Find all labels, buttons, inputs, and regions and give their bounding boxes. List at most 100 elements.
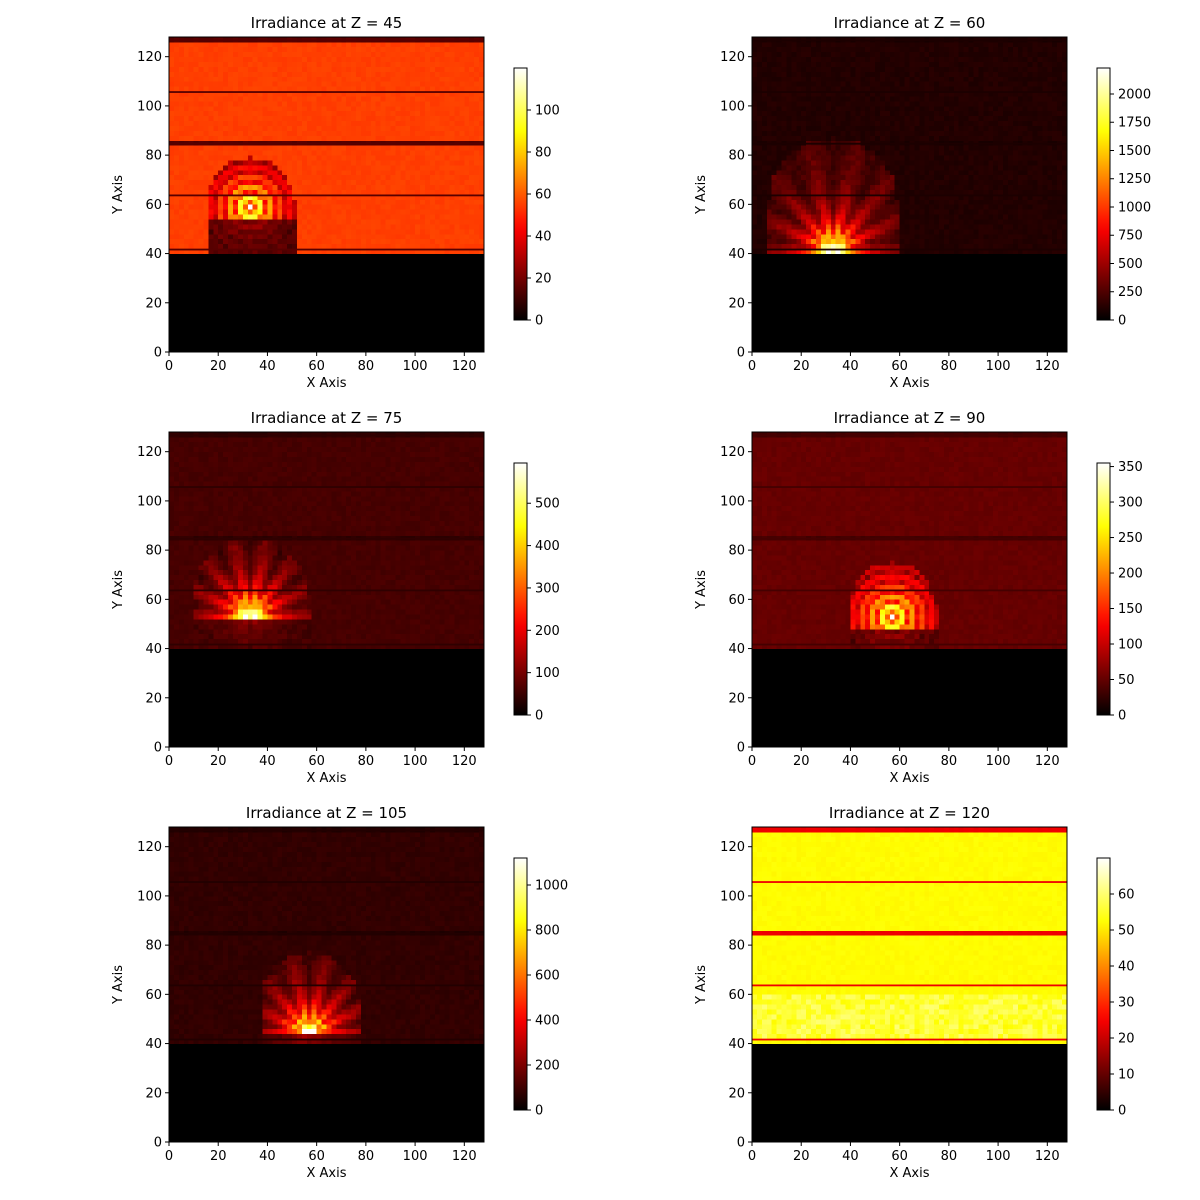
heatmap-cell <box>351 258 356 263</box>
heatmap-cell <box>791 342 796 347</box>
heatmap-cell <box>169 47 174 52</box>
heatmap-cell <box>777 318 782 323</box>
heatmap-cell <box>405 337 410 342</box>
heatmap-cell <box>435 81 440 86</box>
heatmap-cell <box>272 190 277 195</box>
heatmap-cell <box>287 293 292 298</box>
heatmap-cell <box>900 313 905 318</box>
heatmap-cell <box>228 332 233 337</box>
heatmap-cell <box>440 327 445 332</box>
heatmap-cell <box>322 67 327 72</box>
heatmap-cell <box>248 283 253 288</box>
heatmap-cell <box>469 67 474 72</box>
heatmap-cell <box>169 111 174 116</box>
heatmap-cell <box>445 185 450 190</box>
heatmap-cell <box>194 81 199 86</box>
heatmap-cell <box>885 337 890 342</box>
heatmap-cell <box>233 106 238 111</box>
heatmap-cell <box>302 106 307 111</box>
heatmap-cell <box>199 131 204 136</box>
heatmap-cell <box>1003 342 1008 347</box>
heatmap-cell <box>322 116 327 121</box>
heatmap-cell <box>371 239 376 244</box>
heatmap-cell <box>459 116 464 121</box>
heatmap-cell <box>1013 288 1018 293</box>
heatmap-cell <box>440 342 445 347</box>
heatmap-cell <box>228 293 233 298</box>
heatmap-cell <box>371 254 376 259</box>
heatmap-cell <box>1023 342 1028 347</box>
heatmap-cell <box>772 337 777 342</box>
heatmap-cell <box>400 322 405 327</box>
heatmap-cell <box>454 204 459 209</box>
heatmap-cell <box>390 71 395 76</box>
heatmap-cell <box>317 155 322 160</box>
heatmap-cell <box>772 318 777 323</box>
heatmap-cell <box>371 111 376 116</box>
heatmap-cell <box>762 303 767 308</box>
heatmap-cell <box>420 101 425 106</box>
heatmap-cell <box>307 170 312 175</box>
heatmap-cell <box>934 313 939 318</box>
heatmap-cell <box>179 327 184 332</box>
heatmap-cell <box>238 308 243 313</box>
heatmap-cell <box>277 86 282 91</box>
heatmap-cell <box>420 263 425 268</box>
heatmap-cell <box>469 293 474 298</box>
heatmap-cell <box>474 150 479 155</box>
heatmap-cell <box>865 298 870 303</box>
heatmap-cell <box>459 239 464 244</box>
heatmap-cell <box>243 131 248 136</box>
heatmap-cell <box>243 165 248 170</box>
heatmap-cell <box>263 150 268 155</box>
heatmap-cell <box>459 81 464 86</box>
heatmap-cell <box>203 322 208 327</box>
heatmap-cell <box>454 337 459 342</box>
heatmap-cell <box>341 273 346 278</box>
heatmap-cell <box>307 278 312 283</box>
heatmap-cell <box>366 131 371 136</box>
heatmap-cell <box>435 96 440 101</box>
heatmap-cell <box>184 224 189 229</box>
heatmap-cell <box>282 71 287 76</box>
heatmap-cell <box>939 313 944 318</box>
heatmap-cell <box>435 322 440 327</box>
heatmap-cell <box>386 332 391 337</box>
heatmap-cell <box>415 175 420 180</box>
heatmap-cell <box>174 254 179 259</box>
heatmap-cell <box>263 160 268 165</box>
heatmap-cell <box>218 308 223 313</box>
heatmap-cell <box>870 332 875 337</box>
colorbar <box>514 68 527 320</box>
heatmap-cell <box>846 318 851 323</box>
heatmap-cell <box>973 308 978 313</box>
heatmap-cell <box>474 219 479 224</box>
heatmap-cell <box>341 155 346 160</box>
heatmap-cell <box>258 337 263 342</box>
heatmap-cell <box>282 337 287 342</box>
heatmap-cell <box>978 342 983 347</box>
heatmap-cell <box>445 96 450 101</box>
heatmap-cell <box>440 62 445 67</box>
heatmap-cell <box>469 229 474 234</box>
heatmap-cell <box>772 308 777 313</box>
heatmap-cell <box>826 327 831 332</box>
heatmap-cell <box>208 121 213 126</box>
heatmap-cell <box>194 42 199 47</box>
heatmap-cell <box>875 342 880 347</box>
heatmap-cell <box>954 303 959 308</box>
heatmap-cell <box>302 67 307 72</box>
heatmap-cell <box>223 165 228 170</box>
heatmap-cell <box>228 42 233 47</box>
heatmap-cell <box>450 42 455 47</box>
heatmap-cell <box>841 332 846 337</box>
heatmap-cell <box>327 160 332 165</box>
heatmap-cell <box>464 254 469 259</box>
heatmap-cell <box>875 293 880 298</box>
heatmap-cell <box>801 318 806 323</box>
heatmap-cell <box>469 244 474 249</box>
heatmap-cell <box>346 57 351 62</box>
heatmap-cell <box>267 204 272 209</box>
heatmap-cell <box>880 313 885 318</box>
heatmap-cell <box>786 318 791 323</box>
